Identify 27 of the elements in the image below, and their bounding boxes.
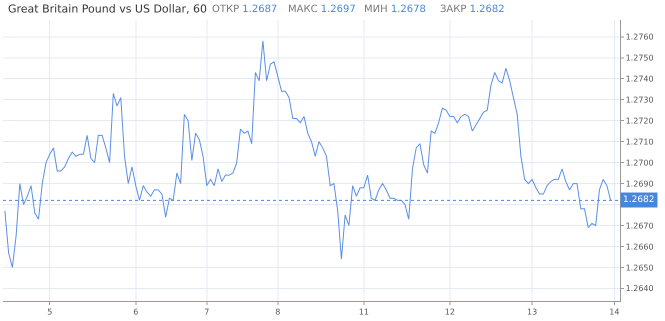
y-tick-label: 1.2720 <box>626 116 654 126</box>
y-tick-label: 1.2750 <box>626 54 654 63</box>
y-tick-label: 1.2740 <box>626 74 654 84</box>
x-tick-label: 13 <box>527 308 538 317</box>
text: ЗАКР 1.2682 <box>440 4 505 15</box>
y-tick-label: 1.2730 <box>626 95 654 104</box>
text: МИН 1.2678 <box>364 4 426 15</box>
ref-line-label: 1.2682 <box>623 195 654 205</box>
line-series <box>4 40 612 268</box>
y-tick-label: 1.2650 <box>626 263 654 272</box>
x-tick-label: 7 <box>204 308 210 317</box>
y-tick-label: 1.2660 <box>626 242 654 252</box>
y-tick-label: 1.2760 <box>626 32 654 42</box>
x-tick-label: 12 <box>444 308 455 317</box>
text: ОТКР 1.2687 <box>212 4 278 15</box>
x-tick-label: 8 <box>275 308 280 317</box>
y-tick-label: 1.2710 <box>626 137 654 146</box>
x-tick-label: 6 <box>133 308 138 317</box>
chart-title: Great Britain Pound vs US Dollar, 60 <box>8 2 208 16</box>
y-tick-label: 1.2640 <box>626 284 654 294</box>
y-tick-label: 1.2690 <box>626 179 654 188</box>
x-tick-label: 5 <box>47 308 52 317</box>
x-tick-label: 14 <box>609 308 620 317</box>
y-tick-label: 1.2700 <box>626 158 654 168</box>
x-tick-label: 11 <box>358 308 369 317</box>
y-tick-label: 1.2670 <box>626 221 654 230</box>
text: МАКС 1.2697 <box>288 4 356 15</box>
